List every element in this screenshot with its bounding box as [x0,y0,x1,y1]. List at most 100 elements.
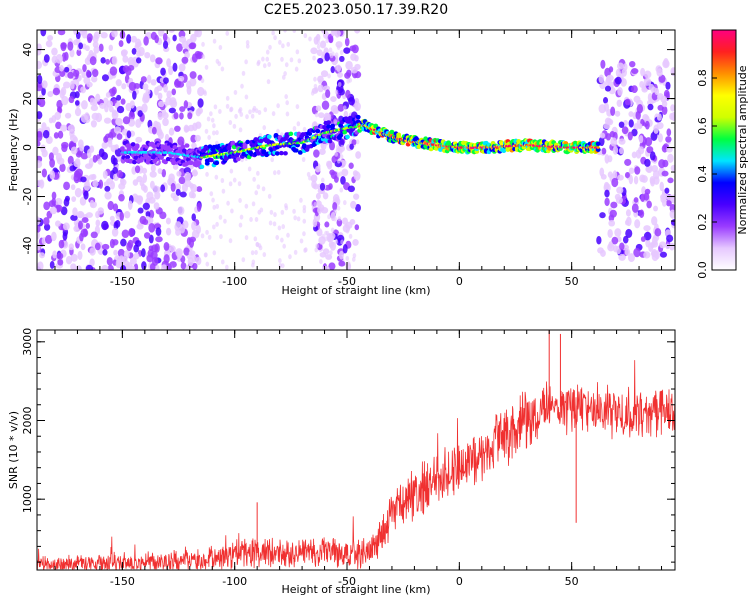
noise-blob [78,42,84,50]
noise-speck [234,113,238,119]
noise-speck [220,259,225,265]
noise-blob [175,221,182,228]
noise-blob [47,90,54,98]
spec-ytick-label: 20 [21,92,34,106]
snr-panel: -150 -100 -50 0 50 1000 2000 3000 Height of str… [7,328,676,596]
noise-blob [334,30,341,37]
noise-speck [273,212,277,218]
noise-blob [337,103,345,112]
noise-blob [55,121,62,130]
noise-blob [84,57,92,66]
noise-speck [318,79,322,85]
noise-speck [278,258,282,264]
noise-blob [68,243,75,251]
noise-blob [644,158,651,167]
noise-speck [275,234,280,240]
noise-speck [265,49,270,55]
noise-blob [197,98,204,108]
noise-speck [219,234,223,240]
noise-speck [215,203,220,209]
noise-speck [244,203,249,209]
noise-blob [621,68,627,77]
noise-blob [603,102,610,112]
noise-blob [84,112,90,121]
noise-blob [643,192,650,201]
noise-blob [336,218,343,227]
noise-speck [221,188,226,194]
noise-blob [64,195,70,202]
noise-speck [257,110,262,116]
noise-blob [604,117,612,125]
noise-blob [150,164,156,173]
noise-blob [191,169,198,177]
noise-blob [43,54,50,63]
noise-blob [128,227,135,237]
noise-blob [137,207,144,214]
noise-speck [225,30,230,36]
spectrogram-marks [37,30,675,270]
noise-blob [45,40,53,48]
noise-blob [126,34,132,44]
noise-speck [250,250,255,256]
noise-speck [276,169,281,175]
noise-blob [610,201,618,209]
noise-blob [70,253,78,262]
noise-blob [614,193,621,201]
noise-blob [618,147,624,155]
noise-speck [241,70,246,76]
noise-speck [256,170,260,176]
noise-blob [625,216,632,227]
noise-blob [158,30,165,37]
noise-blob [172,195,179,202]
noise-blob [315,105,322,112]
noise-blob [322,265,330,270]
noise-blob [190,33,197,43]
noise-blob [647,99,654,106]
noise-speck [288,254,292,260]
noise-speck [334,65,339,71]
noise-blob [175,188,181,196]
noise-blob [187,112,193,120]
noise-speck [293,249,298,255]
noise-blob [657,104,664,111]
noise-blob [324,52,330,62]
noise-blob [127,65,135,71]
noise-blob [186,85,192,95]
noise-blob [637,146,645,155]
noise-blob [115,219,121,228]
noise-blob [191,221,197,231]
ridge-blob [501,148,507,153]
noise-blob [121,229,130,239]
noise-blob [638,209,645,218]
noise-blob [100,57,106,64]
snr-xtick-label: 0 [456,575,463,588]
noise-speck [334,239,339,245]
noise-blob [83,190,89,200]
ridge-blob [214,160,220,166]
noise-blob [79,232,84,242]
noise-speck [220,66,225,72]
noise-speck [339,187,344,193]
noise-blob [37,140,41,147]
noise-speck [202,89,207,95]
noise-speck [281,43,285,49]
noise-blob [643,77,652,86]
noise-blob [180,262,187,270]
noise-blob [348,96,356,106]
noise-speck [244,235,249,241]
noise-speck [215,130,219,136]
noise-blob [312,218,318,228]
noise-blob [351,139,357,145]
noise-blob [161,169,167,178]
noise-speck [292,126,297,132]
noise-blob [656,93,664,100]
noise-blob [89,56,97,66]
noise-blob [148,223,156,233]
noise-speck [334,52,339,58]
noise-blob [117,248,125,258]
noise-blob [70,184,76,191]
noise-speck [253,236,258,242]
noise-blob [184,171,191,182]
noise-blob [172,34,177,42]
colorbar-tick-label: 0.4 [696,165,709,183]
